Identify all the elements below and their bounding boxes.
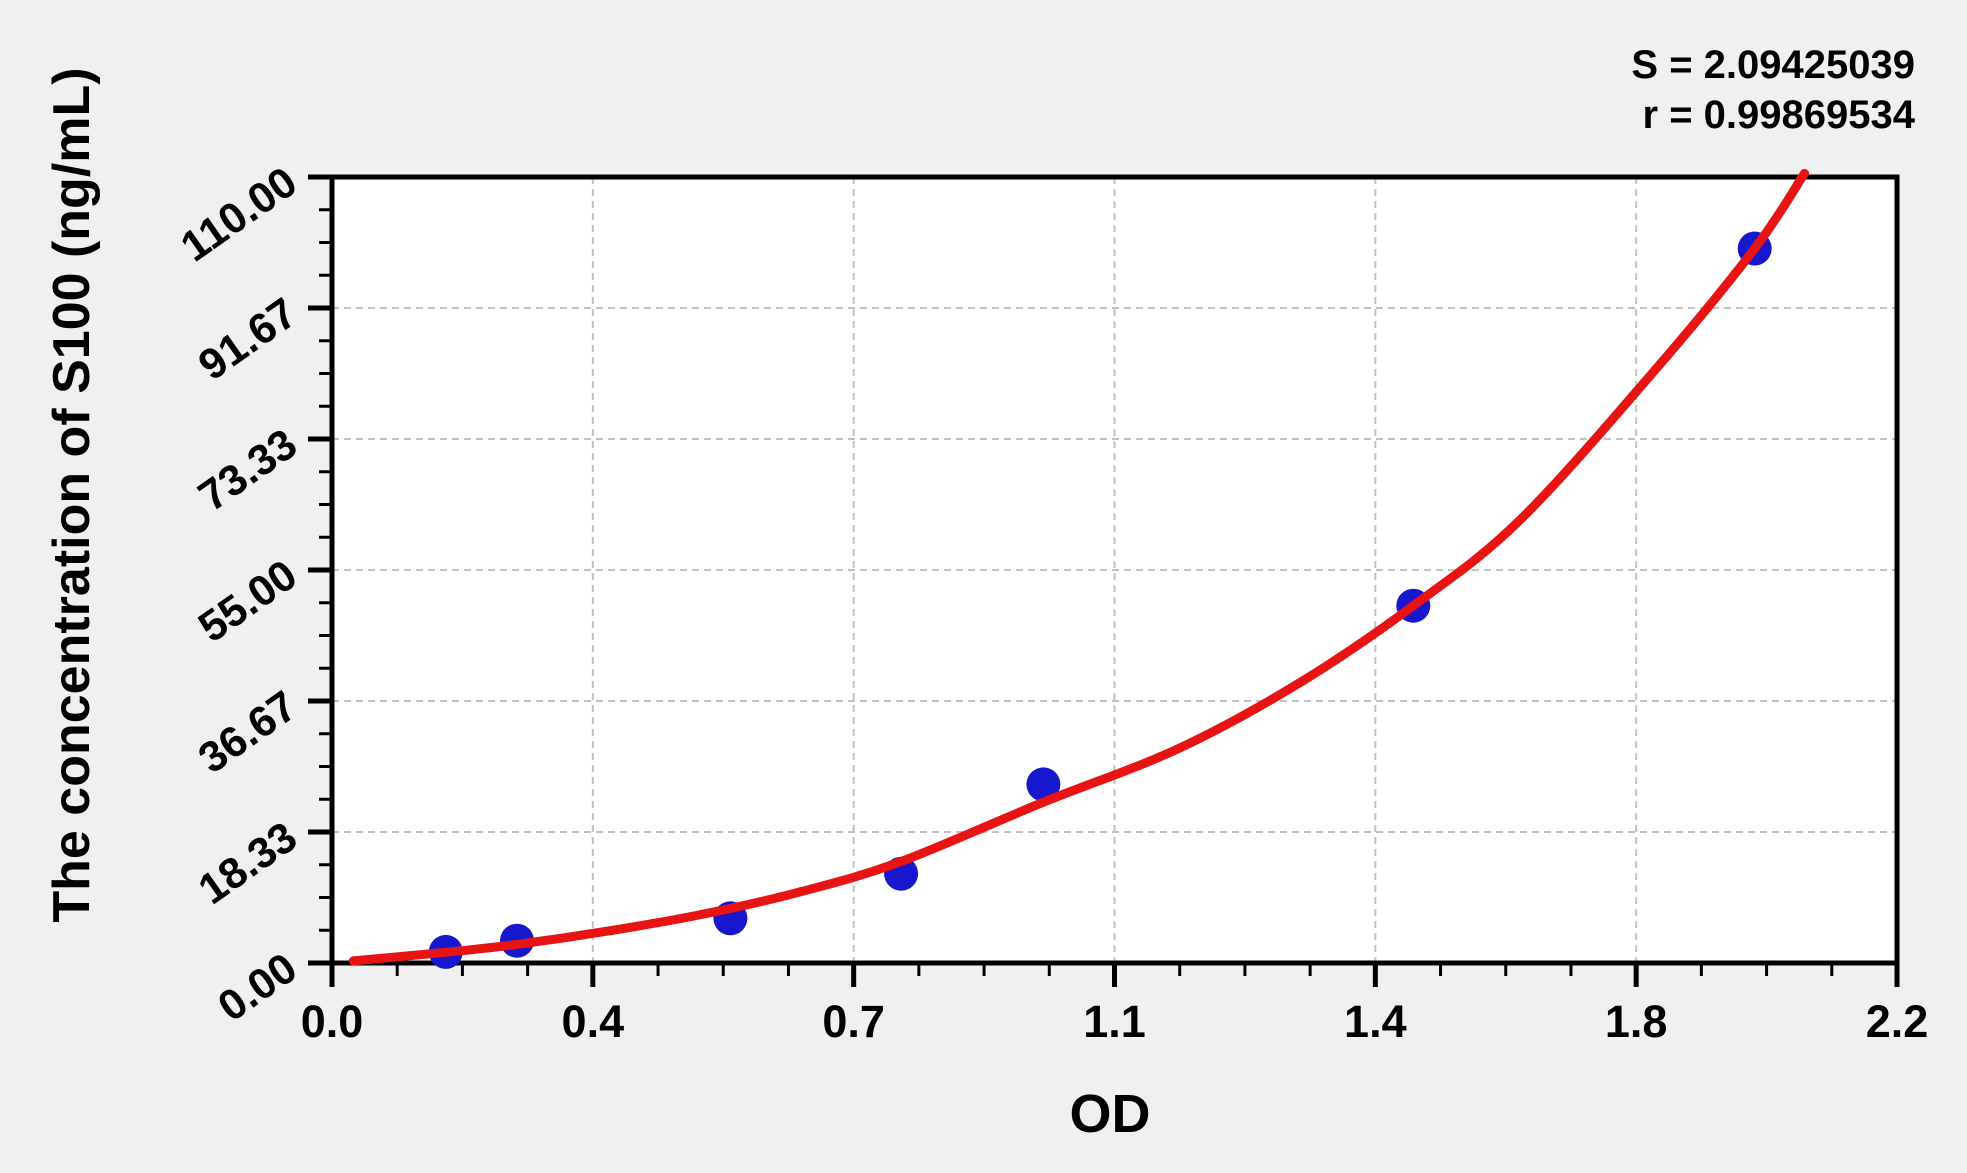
- y-tick-label: 36.67: [190, 682, 306, 783]
- fit-curve: [348, 168, 1809, 966]
- x-tick-label: 0.7: [822, 996, 885, 1047]
- x-tick-label: 2.2: [1866, 996, 1929, 1047]
- x-tick-label: 0.0: [301, 996, 364, 1047]
- stat-r-value: r = 0.99869534: [1642, 93, 1915, 137]
- x-axis-title: OD: [1069, 1084, 1151, 1144]
- y-tick-label: 18.33: [190, 813, 306, 914]
- y-tick-label: 0.00: [210, 944, 306, 1031]
- y-tick-label: 73.33: [190, 420, 306, 521]
- y-tick-label: 110.00: [172, 158, 305, 271]
- x-tick-label: 1.4: [1344, 996, 1407, 1047]
- data-point: [1026, 767, 1061, 802]
- x-tick-label: 0.4: [562, 996, 625, 1047]
- regression-stats: S = 2.09425039 r = 0.99869534: [1631, 40, 1915, 140]
- x-tick-label: 1.1: [1083, 996, 1146, 1047]
- stat-s-value: S = 2.09425039: [1631, 43, 1915, 87]
- x-tick-label: 1.8: [1605, 996, 1668, 1047]
- plot-frame: [329, 174, 1900, 966]
- y-tick-label: 91.67: [190, 289, 306, 390]
- y-tick-label: 55.00: [190, 551, 306, 652]
